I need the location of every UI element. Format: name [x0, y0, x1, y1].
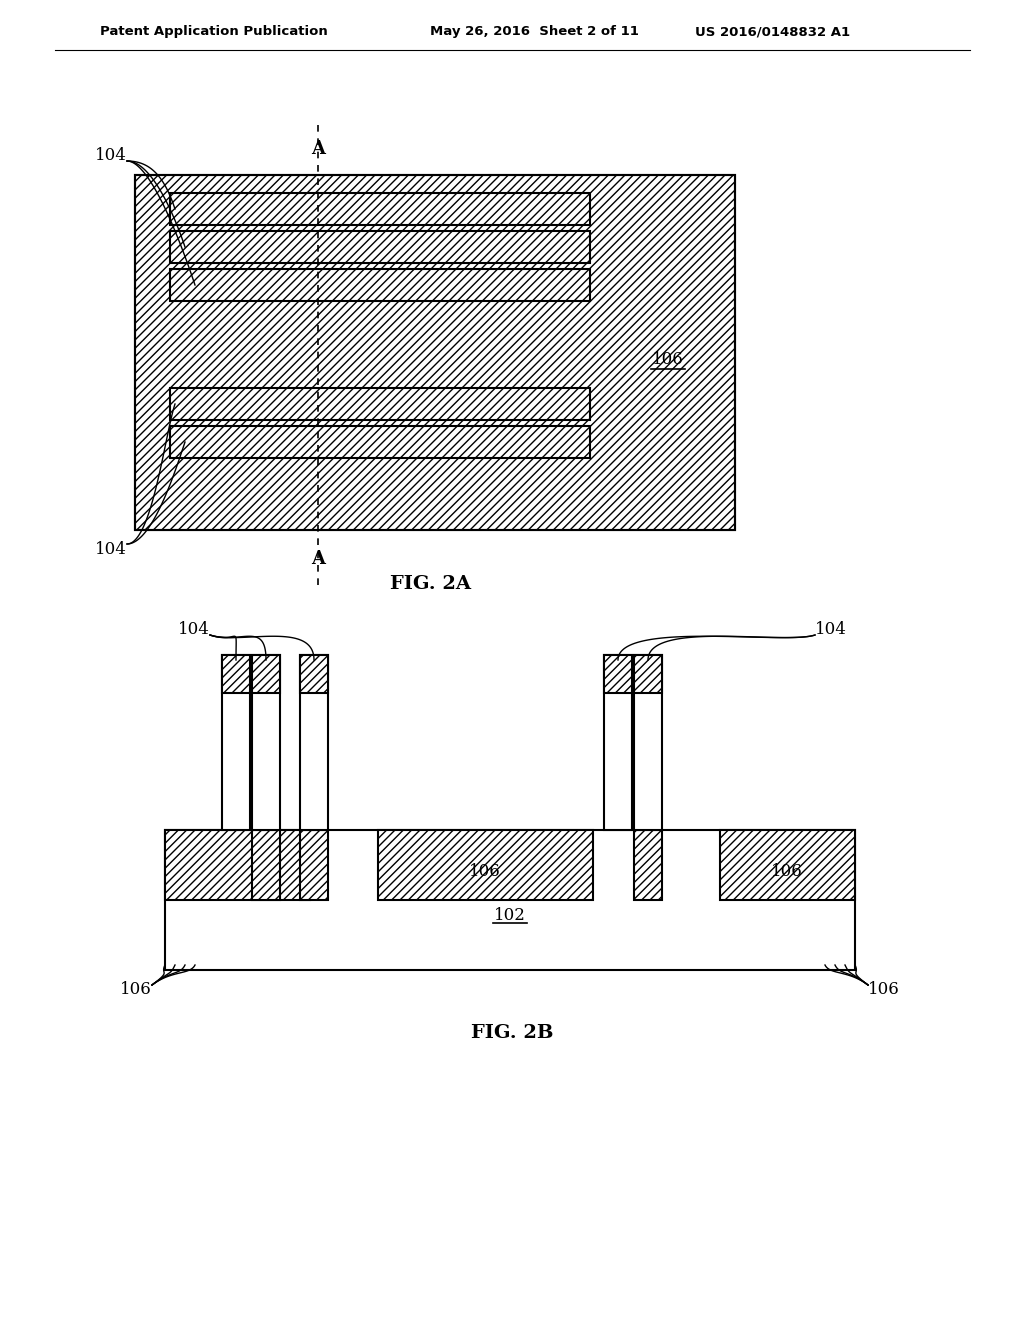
Text: A: A — [311, 140, 325, 158]
Bar — [634, 655, 662, 830]
Text: 106: 106 — [771, 863, 803, 880]
Text: May 26, 2016  Sheet 2 of 11: May 26, 2016 Sheet 2 of 11 — [430, 25, 639, 38]
Bar — [170, 231, 590, 263]
Bar — [300, 655, 328, 693]
Text: US 2016/0148832 A1: US 2016/0148832 A1 — [695, 25, 850, 38]
Text: 104: 104 — [815, 622, 847, 639]
Bar — [170, 426, 590, 458]
Bar — [222, 655, 250, 830]
Bar — [222, 655, 250, 693]
Bar — [165, 830, 855, 970]
Bar — [170, 269, 590, 301]
Text: 106: 106 — [868, 982, 900, 998]
Bar — [135, 176, 735, 531]
Bar — [252, 655, 280, 693]
Text: 104: 104 — [178, 622, 210, 639]
Bar — [604, 655, 632, 693]
Bar — [165, 830, 310, 900]
Bar — [222, 655, 250, 693]
Bar — [378, 830, 593, 900]
Text: 104: 104 — [95, 147, 127, 164]
Text: 106: 106 — [469, 863, 501, 880]
Bar — [252, 655, 280, 693]
Bar — [170, 193, 590, 224]
Text: 106: 106 — [652, 351, 684, 368]
Bar — [170, 426, 590, 458]
Bar — [170, 269, 590, 301]
Text: FIG. 2B: FIG. 2B — [471, 1024, 553, 1041]
Bar — [300, 830, 328, 900]
Bar — [135, 176, 735, 531]
Text: A: A — [311, 550, 325, 568]
Bar — [634, 655, 662, 693]
Text: 104: 104 — [95, 541, 127, 558]
Text: 106: 106 — [120, 982, 152, 998]
Bar — [604, 655, 632, 830]
Bar — [720, 830, 855, 900]
Bar — [170, 231, 590, 263]
Bar — [170, 388, 590, 420]
Text: FIG. 2A: FIG. 2A — [389, 576, 470, 593]
Bar — [252, 655, 280, 830]
Bar — [634, 655, 662, 693]
Bar — [604, 655, 632, 693]
Bar — [252, 830, 280, 900]
Bar — [170, 193, 590, 224]
Bar — [634, 830, 662, 900]
Bar — [170, 388, 590, 420]
Bar — [300, 655, 328, 830]
Bar — [300, 655, 328, 693]
Text: Patent Application Publication: Patent Application Publication — [100, 25, 328, 38]
Text: 102: 102 — [494, 907, 526, 924]
